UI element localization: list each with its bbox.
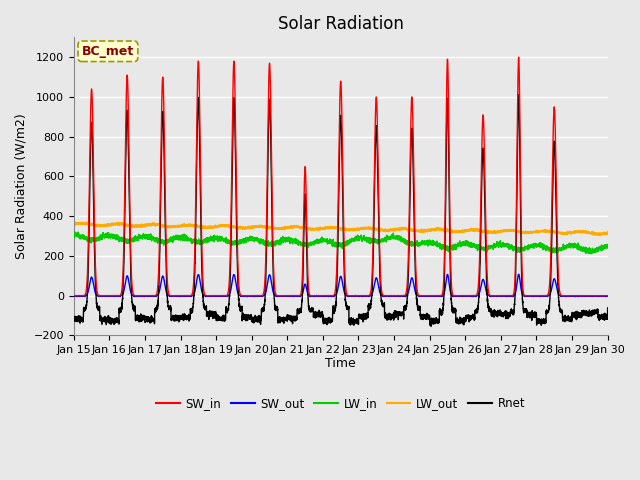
LW_in [248,234,256,240]
SW_in [604,293,611,299]
LW_out [381,228,388,234]
Line: LW_out: LW_out [74,222,607,236]
SW_out [220,293,227,299]
LW_out [83,219,90,225]
Line: SW_in: SW_in [74,57,607,296]
Line: Rnet: Rnet [74,95,607,326]
LW_out [70,220,77,226]
Rnet [560,318,568,324]
LW_in [604,241,611,247]
LW_out [419,228,426,234]
SW_out [604,293,611,299]
Rnet [381,312,388,318]
SW_in [419,293,426,299]
Rnet [70,316,77,322]
Y-axis label: Solar Radiation (W/m2): Solar Radiation (W/m2) [15,113,28,259]
LW_in [381,235,388,241]
Title: Solar Radiation: Solar Radiation [278,15,404,33]
LW_out [220,223,227,228]
LW_out [458,228,465,234]
LW_in [458,241,465,247]
SW_out [560,293,568,299]
LW_out [248,225,256,230]
LW_out [597,233,605,239]
Rnet [604,305,611,311]
LW_in [220,236,227,241]
SW_in [515,54,522,60]
LW_in [419,241,426,247]
SW_in [381,293,388,299]
SW_in [70,293,77,299]
SW_in [220,293,227,299]
Rnet [428,324,435,329]
SW_in [560,293,568,299]
LW_in [70,231,77,237]
Text: BC_met: BC_met [82,45,134,58]
SW_out [70,293,77,299]
SW_out [602,294,609,300]
X-axis label: Time: Time [325,357,356,370]
Rnet [419,314,426,320]
Rnet [248,314,256,320]
Line: LW_in: LW_in [74,232,607,254]
Rnet [515,92,523,97]
LW_out [560,231,568,237]
SW_in [458,293,465,299]
SW_out [381,293,388,299]
LW_in [560,247,568,252]
SW_in [248,293,256,299]
SW_out [458,293,465,299]
Rnet [458,319,465,324]
LW_in [71,229,79,235]
Rnet [220,316,227,322]
Legend: SW_in, SW_out, LW_in, LW_out, Rnet: SW_in, SW_out, LW_in, LW_out, Rnet [152,392,530,414]
LW_in [588,251,595,257]
Line: SW_out: SW_out [74,274,607,297]
LW_out [604,229,611,235]
SW_out [515,271,522,277]
SW_out [248,293,256,299]
SW_out [419,293,426,299]
